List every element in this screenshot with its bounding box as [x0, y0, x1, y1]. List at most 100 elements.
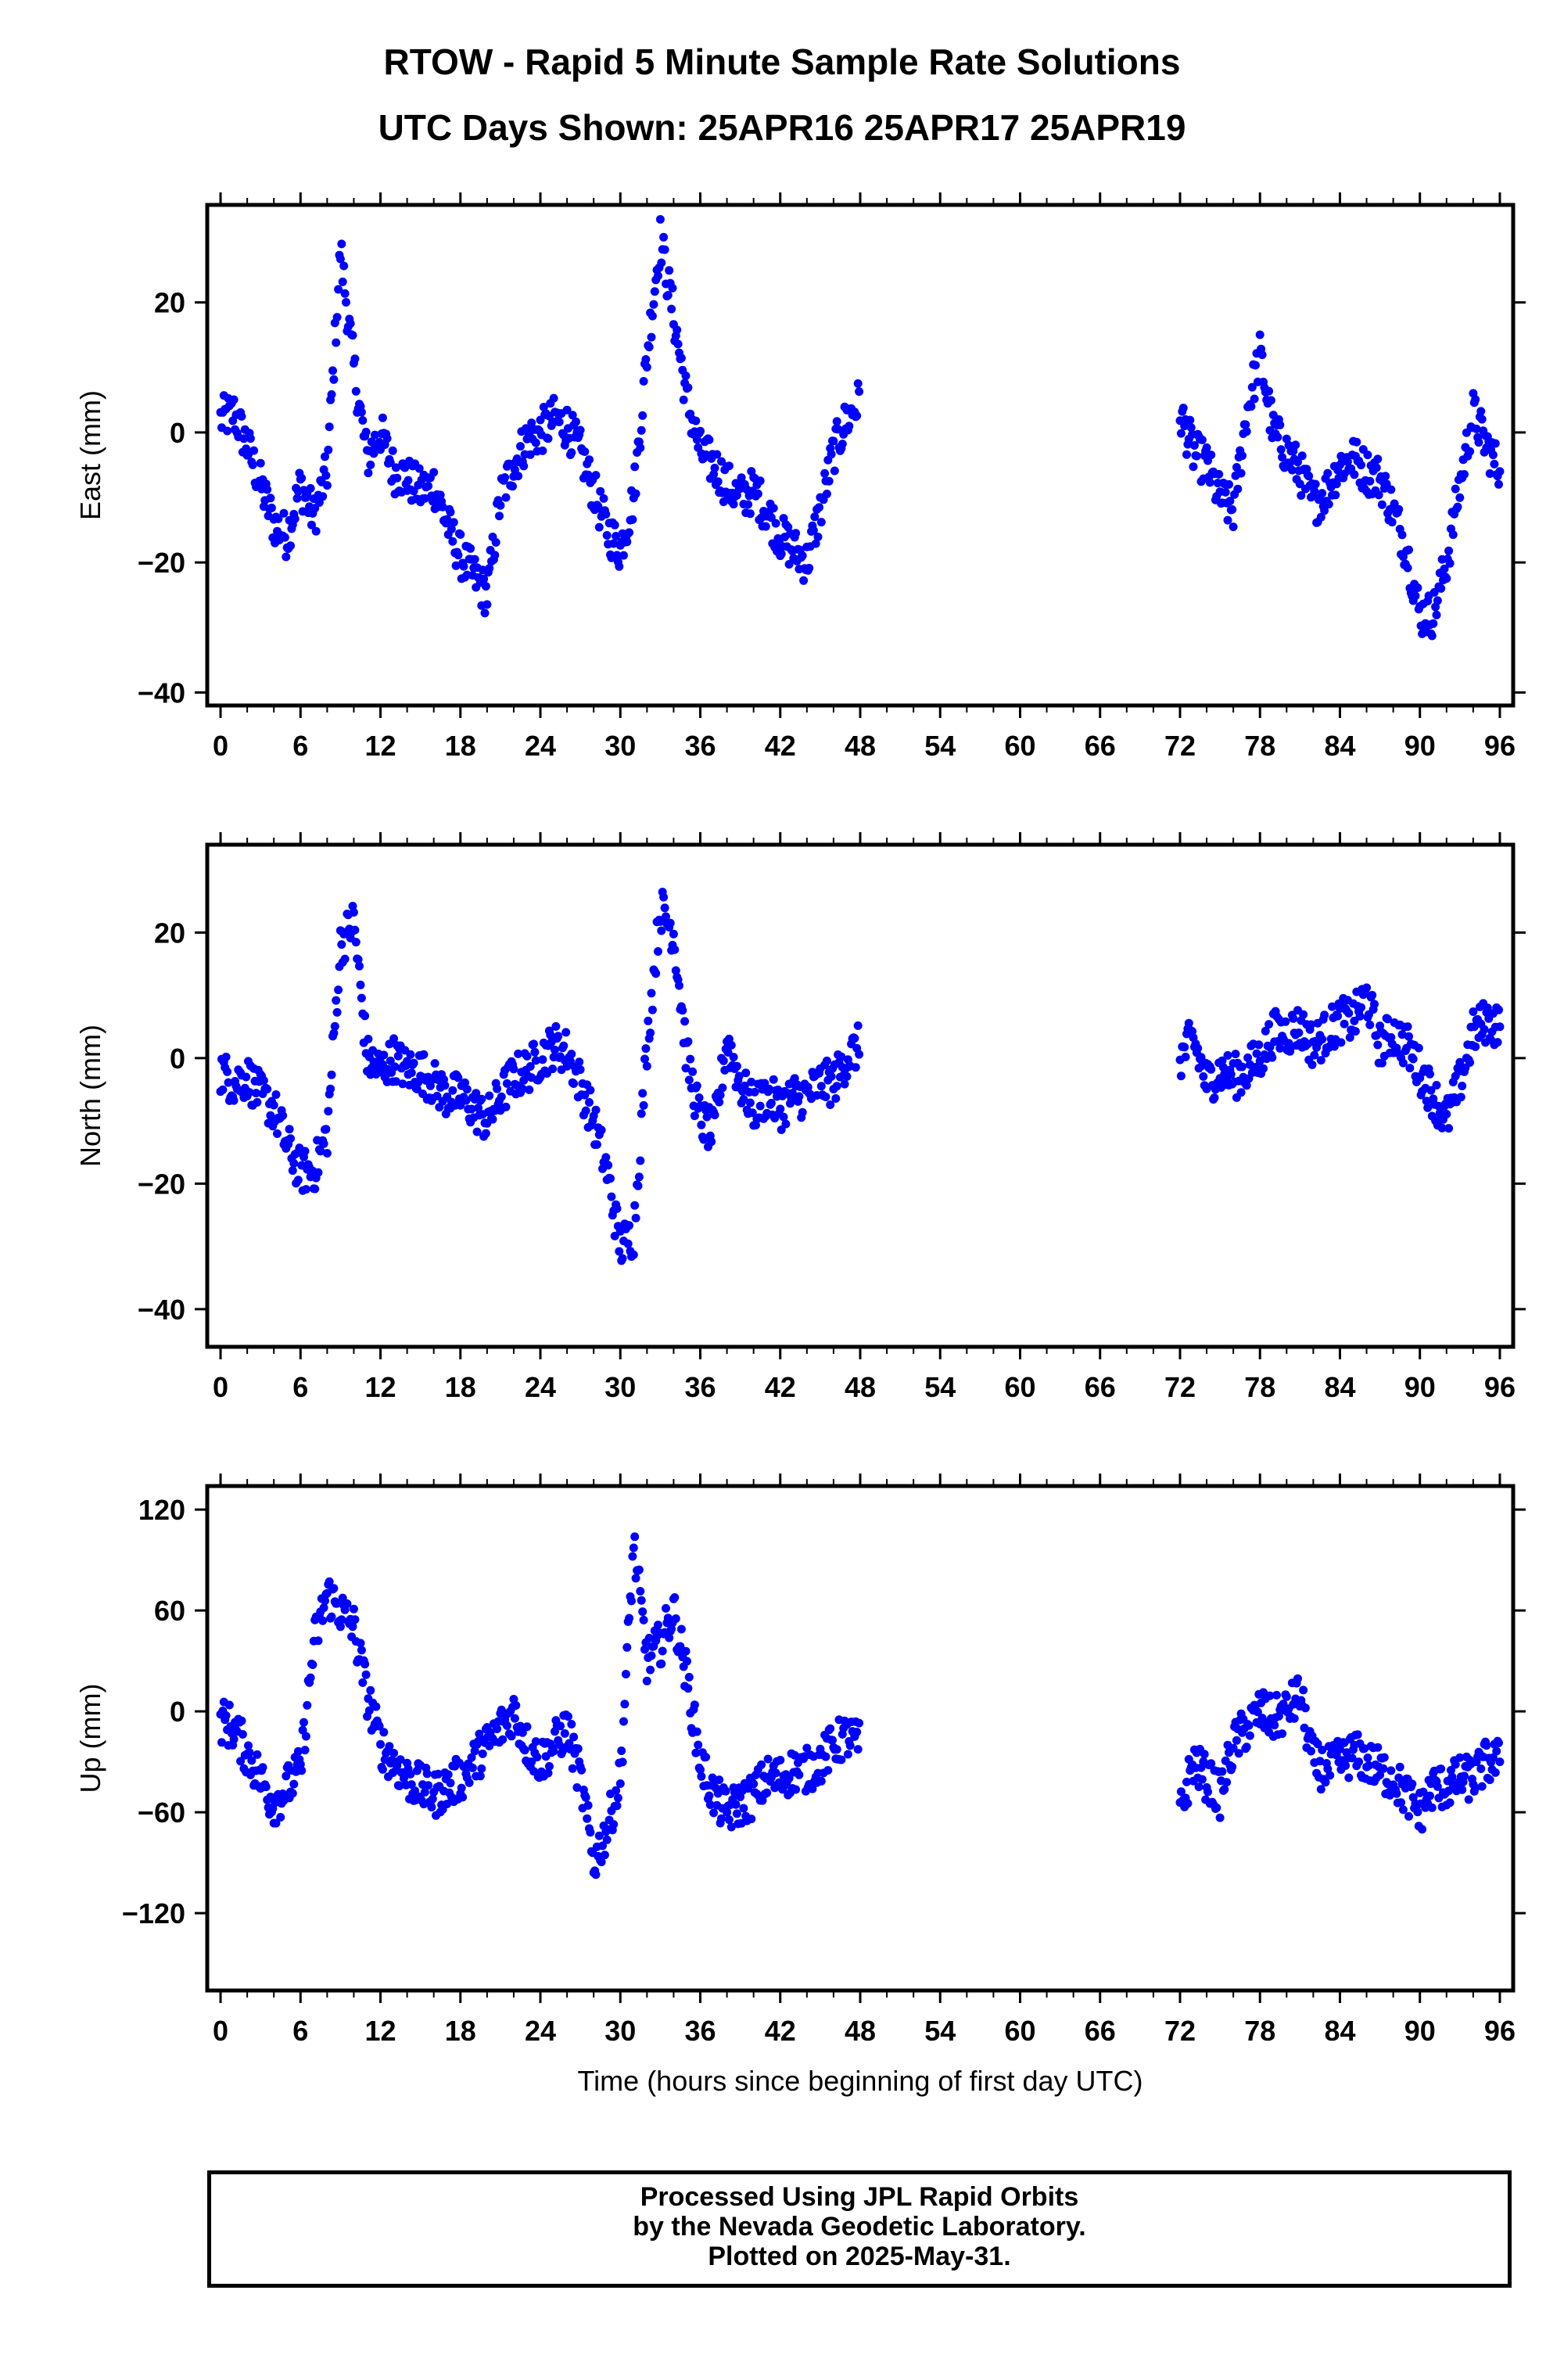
east-data-point [1448, 530, 1458, 540]
east-points [216, 215, 1505, 641]
north-data-point [629, 1250, 638, 1259]
up-data-point [1242, 1743, 1251, 1752]
up-data-point [613, 1793, 622, 1803]
up-data-point [543, 1768, 553, 1778]
east-data-point [612, 551, 622, 560]
north-data-point [1318, 1035, 1327, 1044]
north-data-point [1493, 1038, 1502, 1047]
up-data-point [1444, 1786, 1454, 1796]
east-data-point [1223, 515, 1232, 525]
up-data-point [396, 1755, 405, 1764]
east-data-point [609, 539, 619, 548]
north-data-point [1218, 1063, 1228, 1072]
north-data-point [1320, 1011, 1329, 1020]
east-data-point [290, 514, 300, 523]
north-data-point [1336, 1038, 1346, 1047]
east-data-point [845, 422, 854, 431]
east-data-point [279, 508, 289, 518]
east-data-point [805, 563, 814, 573]
up-data-point [1476, 1764, 1486, 1773]
north-data-point [393, 1051, 403, 1061]
north-data-point [710, 1111, 719, 1120]
east-data-point [256, 458, 265, 468]
up-data-point [300, 1746, 310, 1755]
east-data-point [679, 395, 688, 404]
north-data-point [1180, 1043, 1189, 1052]
north-data-point [218, 1085, 228, 1094]
east-data-point [576, 425, 585, 435]
north-data-point [316, 1147, 325, 1156]
east-data-point [358, 416, 368, 425]
up-x-tick-label: 30 [604, 2015, 636, 2047]
east-data-point [420, 494, 429, 503]
east-data-point [1189, 462, 1198, 472]
north-data-point [655, 917, 665, 926]
north-data-point [1243, 1053, 1253, 1062]
up-data-point [518, 1728, 527, 1737]
north-data-point [623, 1239, 633, 1248]
north-data-point [850, 1034, 859, 1043]
north-x-tick-label: 54 [924, 1371, 956, 1403]
east-data-point [729, 500, 738, 509]
east-data-point [649, 300, 658, 309]
up-data-point [1344, 1773, 1354, 1782]
north-x-tick-label: 30 [604, 1371, 636, 1403]
up-data-point [1200, 1750, 1209, 1759]
north-data-point [699, 1135, 708, 1144]
up-data-point [647, 1651, 656, 1660]
north-data-point [1423, 1103, 1433, 1112]
east-data-point [753, 489, 762, 498]
east-data-point [501, 493, 511, 502]
north-data-point [286, 1134, 295, 1143]
up-data-point [802, 1743, 812, 1753]
north-data-point [795, 1092, 804, 1101]
north-data-point [732, 1061, 741, 1071]
north-data-point [707, 1137, 716, 1147]
up-data-point [638, 1607, 647, 1617]
north-data-point [398, 1079, 407, 1089]
up-data-point [1482, 1741, 1491, 1750]
up-data-point [510, 1714, 519, 1723]
up-data-point [583, 1814, 592, 1823]
east-data-point [306, 483, 315, 493]
up-data-point [826, 1724, 835, 1733]
up-data-point [1207, 1759, 1216, 1768]
north-x-tick-label: 6 [292, 1371, 308, 1403]
north-data-point [662, 912, 670, 921]
north-data-point [1281, 1017, 1290, 1026]
up-data-point [628, 1552, 637, 1561]
up-data-point [335, 1622, 345, 1632]
up-data-point [549, 1746, 558, 1756]
north-data-point [690, 1111, 699, 1121]
north-data-point [607, 1192, 616, 1201]
east-data-point [229, 395, 239, 404]
up-data-point [237, 1716, 246, 1725]
east-data-point [681, 372, 691, 380]
up-data-point [1408, 1779, 1417, 1789]
north-data-point [229, 1096, 239, 1105]
north-data-point [642, 1061, 651, 1071]
north-x-tick-label: 66 [1085, 1371, 1116, 1403]
up-data-point [697, 1772, 706, 1781]
up-data-point [573, 1744, 583, 1754]
north-data-point [739, 1095, 748, 1104]
up-data-point [670, 1593, 680, 1602]
east-data-point [267, 503, 276, 512]
east-data-point [481, 582, 490, 591]
up-data-point [1398, 1805, 1408, 1815]
north-x-tick-label: 42 [765, 1371, 796, 1403]
north-data-point [278, 1111, 288, 1120]
north-data-point [1357, 1003, 1365, 1012]
north-data-point [1403, 1022, 1412, 1032]
up-data-point [609, 1820, 619, 1829]
north-data-point [406, 1050, 415, 1059]
east-data-point [683, 383, 693, 393]
north-data-point [1494, 1005, 1503, 1014]
north-data-point [716, 1090, 725, 1100]
up-data-point [1490, 1768, 1500, 1777]
north-data-point [332, 996, 341, 1005]
north-data-point [615, 1247, 624, 1256]
up-data-point [470, 1746, 479, 1756]
east-data-point [538, 446, 547, 455]
east-data-point [599, 494, 608, 503]
